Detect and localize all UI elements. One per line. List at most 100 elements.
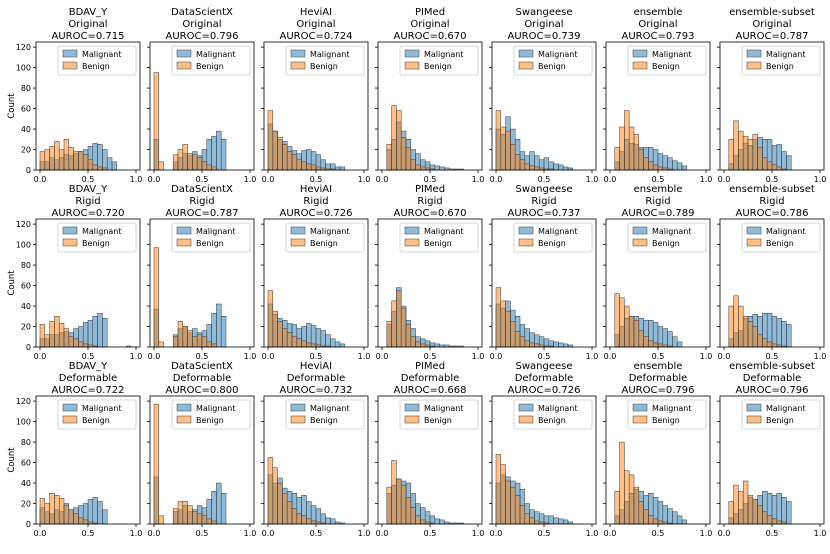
panel-title-team: Swangeese: [515, 7, 572, 18]
histogram-bar-benign: [282, 328, 288, 348]
legend-box: [171, 45, 251, 76]
histogram-bar-benign: [386, 321, 392, 348]
histogram-bar-benign: [286, 501, 293, 525]
histogram-bar-benign: [415, 164, 421, 171]
histogram-bar-benign: [267, 457, 274, 525]
panel-title-team: Swangeese: [515, 361, 572, 372]
histogram-bar-malignant: [781, 497, 787, 525]
legend-swatch-benign: [176, 61, 192, 70]
x-tick-label: 0.5: [538, 529, 551, 538]
histogram-bar-malignant: [562, 343, 569, 348]
legend: Malignant Benign: [399, 399, 479, 430]
histogram-bar-benign: [172, 508, 179, 525]
histogram-bar-malignant: [320, 330, 326, 348]
legend-box: [627, 222, 707, 253]
panel-title-team: ensemble-subset: [729, 361, 815, 372]
histogram-bar-benign: [187, 153, 193, 171]
legend-swatch-malignant: [62, 49, 78, 58]
histogram-bar-benign: [310, 164, 317, 171]
x-tick-label: 1.0: [358, 352, 371, 361]
histogram-bar-benign: [87, 159, 94, 171]
histogram-bar-benign: [752, 499, 758, 525]
y-tick-label: 40: [21, 125, 31, 134]
legend-swatch-benign: [746, 61, 762, 70]
legend-swatch-benign: [404, 61, 420, 70]
histogram-bar-benign: [206, 341, 212, 348]
histogram-bar-benign: [420, 343, 426, 348]
y-tick-label: 100: [16, 64, 31, 73]
legend-label-benign: Benign: [82, 239, 110, 248]
histogram-bar-malignant: [786, 155, 792, 171]
legend-box: [513, 45, 593, 76]
histogram-bar-benign: [500, 300, 506, 348]
x-tick-label: 1.0: [700, 529, 713, 538]
histogram-bar-benign: [738, 130, 744, 171]
histogram-bar-benign: [286, 151, 293, 171]
panel-title-variant: Original: [524, 19, 563, 30]
histogram-bar-benign: [92, 164, 98, 171]
histogram-bar-malignant: [558, 342, 564, 348]
histogram-bar-benign: [286, 332, 293, 348]
panel-title-team: HeviAI: [300, 361, 332, 372]
histogram-bar-malignant: [781, 151, 787, 171]
legend-swatch-malignant: [404, 226, 420, 235]
legend-label-malignant: Malignant: [652, 227, 692, 236]
histogram-bar-malignant: [558, 164, 564, 171]
legend: Malignant Benign: [171, 45, 251, 76]
legend-swatch-benign: [176, 238, 192, 247]
panel-title-team: Swangeese: [515, 184, 572, 195]
histogram-bar-benign: [54, 141, 60, 171]
legend-label-benign: Benign: [82, 62, 110, 71]
histogram-bar-benign: [657, 343, 664, 348]
histogram-bar-benign: [78, 517, 84, 525]
legend-box: [285, 399, 365, 430]
legend-label-benign: Benign: [652, 62, 680, 71]
legend-swatch-benign: [62, 238, 78, 247]
histogram-bar-benign: [192, 336, 198, 348]
legend-label-benign: Benign: [196, 239, 224, 248]
histogram-bar-malignant: [681, 519, 688, 525]
histogram-bar-benign: [657, 520, 664, 525]
panel-title-variant: Rigid: [189, 196, 214, 207]
x-tick-label: 0.5: [766, 352, 779, 361]
legend-label-malignant: Malignant: [766, 50, 806, 59]
legend-label-benign: Benign: [424, 62, 452, 71]
panel-title-auroc: AUROC=0.732: [280, 385, 353, 396]
legend-swatch-benign: [176, 415, 192, 424]
panel-title-auroc: AUROC=0.726: [280, 208, 353, 219]
x-tick-label: 0.5: [424, 352, 437, 361]
y-tick-label: 80: [21, 261, 31, 270]
histogram-bar-benign: [410, 336, 416, 348]
histogram-bar-benign: [82, 519, 89, 525]
y-axis-label: Count: [7, 93, 17, 119]
legend-label-benign: Benign: [652, 416, 680, 425]
legend-swatch-benign: [518, 415, 534, 424]
histogram-bar-benign: [158, 515, 164, 525]
legend-label-malignant: Malignant: [310, 50, 350, 59]
x-tick-label: 0.0: [148, 175, 161, 184]
panel-title-auroc: AUROC=0.670: [394, 208, 467, 219]
histogram-bar-malignant: [786, 501, 792, 525]
histogram-bar-benign: [396, 290, 402, 348]
histogram-bar-malignant: [553, 163, 559, 171]
legend-box: [57, 399, 137, 430]
histogram-bar-benign: [63, 328, 70, 348]
histogram-bar-benign: [643, 157, 649, 171]
histogram-bar-benign: [201, 336, 208, 348]
x-tick-label: 0.5: [652, 529, 665, 538]
histogram-bar-benign: [495, 110, 502, 171]
histogram-bar-benign: [648, 340, 654, 348]
panel-title-variant: Original: [68, 19, 107, 30]
histogram-bar-benign: [172, 336, 179, 348]
x-tick-label: 0.0: [718, 529, 731, 538]
x-tick-label: 0.5: [310, 352, 323, 361]
x-tick-label: 0.5: [82, 529, 95, 538]
legend-swatch-benign: [62, 61, 78, 70]
legend-box: [57, 45, 137, 76]
histogram-bar-benign: [733, 120, 739, 171]
histogram-bar-benign: [400, 136, 407, 171]
